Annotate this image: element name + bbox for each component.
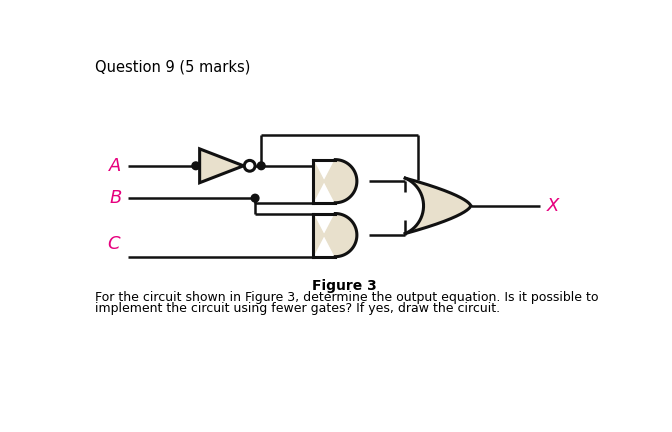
Polygon shape <box>405 178 470 234</box>
Circle shape <box>257 162 265 170</box>
Polygon shape <box>313 213 357 257</box>
Text: $C$: $C$ <box>108 235 122 253</box>
Circle shape <box>192 162 200 170</box>
Polygon shape <box>200 149 243 183</box>
Text: $A$: $A$ <box>108 157 122 175</box>
Text: implement the circuit using fewer gates? If yes, draw the circuit.: implement the circuit using fewer gates?… <box>95 302 500 315</box>
Circle shape <box>245 160 255 171</box>
Text: Figure 3: Figure 3 <box>312 279 377 293</box>
Circle shape <box>251 194 259 202</box>
Text: For the circuit shown in Figure 3, determine the output equation. Is it possible: For the circuit shown in Figure 3, deter… <box>95 291 599 304</box>
Text: $X$: $X$ <box>546 197 562 215</box>
Polygon shape <box>313 160 357 203</box>
Text: $B$: $B$ <box>109 189 122 207</box>
Text: Question 9 (5 marks): Question 9 (5 marks) <box>95 60 250 75</box>
